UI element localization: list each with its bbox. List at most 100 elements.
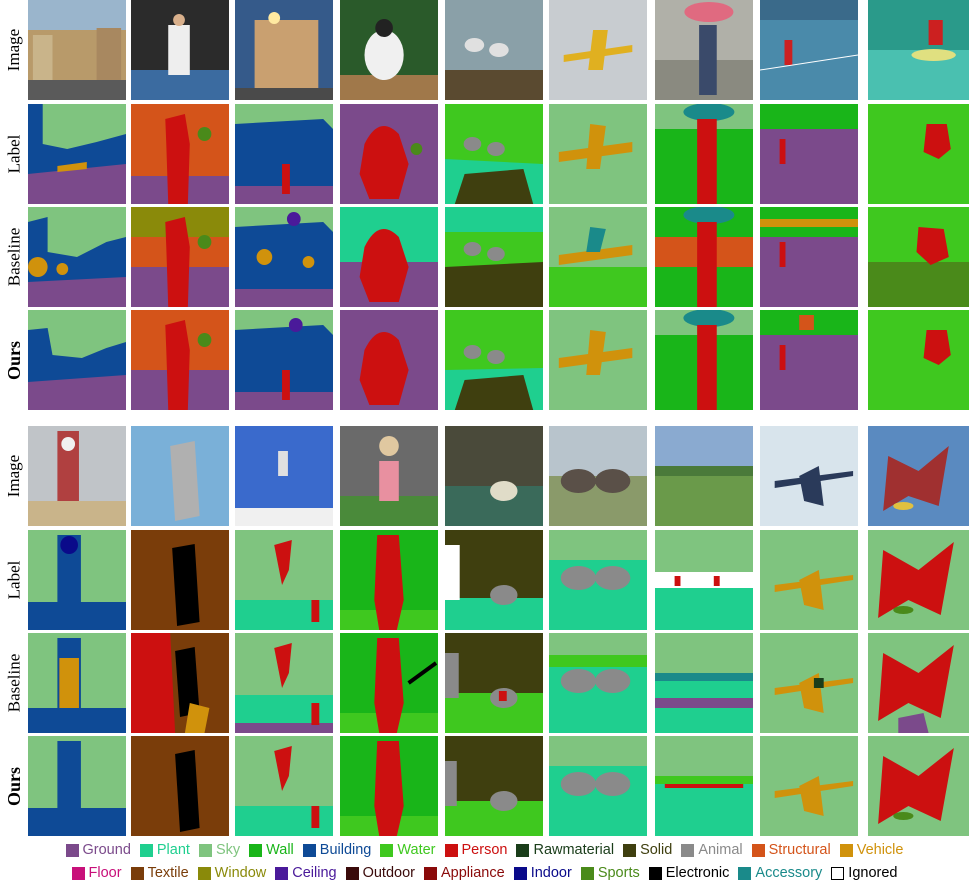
label-polar-bear — [445, 530, 543, 630]
legend-row-1: Ground Plant Sky Wall Building Water Person Raw… — [0, 839, 969, 861]
image-girl-bat — [340, 426, 438, 526]
ours-airplane — [549, 310, 647, 410]
legend-swatch — [65, 843, 79, 857]
legend-swatch — [681, 843, 695, 857]
legend-label: Accessory — [755, 865, 823, 881]
legend-label: Appliance — [441, 865, 505, 881]
legend-item-solid: Solid — [623, 842, 672, 858]
legend-item-accessory: Accessory — [738, 865, 822, 881]
label-girl-bat — [340, 530, 438, 630]
label-park-kites — [655, 530, 753, 630]
baseline-surfer — [868, 207, 969, 307]
row-label-label-2: Label — [4, 560, 24, 600]
ours-jets — [760, 736, 858, 836]
legend-item-ceiling: Ceiling — [275, 865, 337, 881]
legend-label: Solid — [640, 842, 673, 858]
row-label-baseline: Baseline — [4, 227, 24, 287]
legend-item-electronic: Electronic — [648, 865, 729, 881]
legend-item-wall: Wall — [249, 842, 294, 858]
ours-tennis-court — [760, 310, 858, 410]
legend-item-sports: Sports — [580, 865, 640, 881]
baseline-tennis-serve — [131, 207, 229, 307]
label-jets — [760, 530, 858, 630]
image-park-kites — [655, 426, 753, 526]
legend-item-textile: Textile — [130, 865, 189, 881]
image-elephants — [549, 426, 647, 526]
legend-swatch — [839, 843, 853, 857]
image-phone-cloth — [131, 426, 229, 526]
baseline-tennis-court — [760, 207, 858, 307]
legend-item-indoor: Indoor — [513, 865, 572, 881]
legend-swatch — [516, 843, 530, 857]
legend-swatch — [831, 866, 845, 880]
legend-item-rawmaterial: Rawmaterial — [516, 842, 614, 858]
label-tennis-court — [760, 104, 858, 204]
baseline-umbrella-person — [655, 207, 753, 307]
legend-label: Animal — [698, 842, 743, 858]
label-surfer — [868, 104, 969, 204]
image-airplane — [549, 0, 647, 100]
legend-label: Wall — [266, 842, 294, 858]
legend-swatch — [197, 866, 211, 880]
legend-label: Sports — [597, 865, 640, 881]
ours-baseball-catcher — [340, 310, 438, 410]
image-umbrella-person — [655, 0, 753, 100]
label-building-night — [235, 104, 333, 204]
ours-street — [28, 310, 126, 410]
legend-swatch — [751, 843, 765, 857]
legend-label: Ground — [82, 842, 131, 858]
image-clock-tower — [28, 426, 126, 526]
label-airplane — [549, 104, 647, 204]
legend-item-plant: Plant — [139, 842, 190, 858]
legend-label: Sky — [215, 842, 241, 858]
legend-swatch — [71, 866, 85, 880]
ours-clock-tower — [28, 736, 126, 836]
image-jets — [760, 426, 858, 526]
ours-frisbee-jump — [868, 736, 969, 836]
legend-item-building: Building — [302, 842, 371, 858]
legend-row-2: Floor Textile Window Ceiling Outdoor Applianc… — [0, 862, 969, 884]
ours-elephants — [549, 736, 647, 836]
legend-label: Indoor — [530, 865, 572, 881]
image-street — [28, 0, 126, 100]
legend-label: Person — [461, 842, 508, 858]
legend-item-floor: Floor — [71, 865, 122, 881]
ours-umbrella-person — [655, 310, 753, 410]
label-frisbee-jump — [868, 530, 969, 630]
image-frisbee-jump — [868, 426, 969, 526]
legend-label: Structural — [768, 842, 831, 858]
ours-park-kites — [655, 736, 753, 836]
legend-label: Ceiling — [292, 865, 337, 881]
legend-swatch — [513, 866, 527, 880]
image-polar-bear — [445, 426, 543, 526]
legend-swatch — [580, 866, 594, 880]
ours-phone-cloth — [131, 736, 229, 836]
row-label-image-2: Image — [4, 454, 24, 498]
label-street — [28, 104, 126, 204]
legend-label: Floor — [88, 865, 122, 881]
legend-item-structural: Structural — [751, 842, 831, 858]
legend-swatch — [275, 866, 289, 880]
ours-seagulls — [445, 310, 543, 410]
label-seagulls — [445, 104, 543, 204]
row-label-image: Image — [4, 28, 24, 72]
label-umbrella-person — [655, 104, 753, 204]
ours-building-night — [235, 310, 333, 410]
legend-swatch — [198, 843, 212, 857]
baseline-building-night — [235, 207, 333, 307]
image-tennis-serve — [131, 0, 229, 100]
row-label-label: Label — [4, 134, 24, 174]
baseline-clock-tower — [28, 633, 126, 733]
legend-item-outdoor: Outdoor — [345, 865, 415, 881]
image-surfer — [868, 0, 969, 100]
baseline-baseball-catcher — [340, 207, 438, 307]
legend-swatch — [302, 843, 316, 857]
ours-polar-bear — [445, 736, 543, 836]
legend-swatch — [249, 843, 263, 857]
label-baseball-catcher — [340, 104, 438, 204]
legend-label: Ignored — [848, 865, 898, 881]
image-tennis-court — [760, 0, 858, 100]
baseline-elephants — [549, 633, 647, 733]
baseline-girl-bat — [340, 633, 438, 733]
baseline-phone-cloth — [131, 633, 229, 733]
